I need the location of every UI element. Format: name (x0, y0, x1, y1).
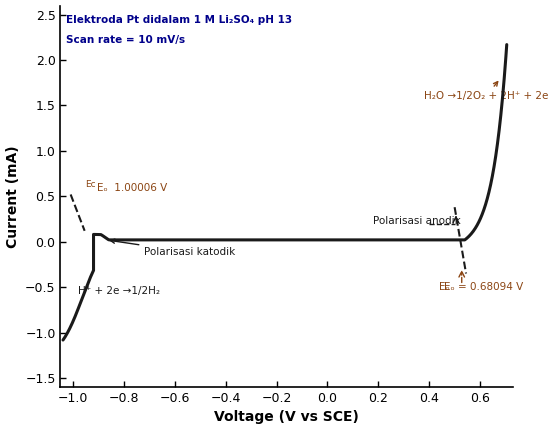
Text: Polarisasi anodik: Polarisasi anodik (373, 215, 461, 226)
Text: Polarisasi katodik: Polarisasi katodik (110, 239, 235, 257)
Text: Eₒ  1.00006 V: Eₒ 1.00006 V (97, 183, 167, 193)
Text: H₂O →1/2O₂ + 2H⁺ + 2e: H₂O →1/2O₂ + 2H⁺ + 2e (424, 82, 549, 101)
Y-axis label: Current (mA): Current (mA) (6, 145, 20, 248)
X-axis label: Voltage (V vs SCE): Voltage (V vs SCE) (214, 411, 359, 424)
Text: Eₒ: Eₒ (439, 282, 450, 292)
Text: Elektroda Pt didalam 1 M Li₂SO₄ pH 13: Elektroda Pt didalam 1 M Li₂SO₄ pH 13 (65, 15, 292, 25)
Text: Eᴄ: Eᴄ (85, 180, 95, 189)
Text: Eₒ = 0.68094 V: Eₒ = 0.68094 V (444, 282, 524, 292)
Text: Scan rate = 10 mV/s: Scan rate = 10 mV/s (65, 35, 185, 45)
Text: H⁺ + 2e →1/2H₂: H⁺ + 2e →1/2H₂ (78, 286, 160, 296)
